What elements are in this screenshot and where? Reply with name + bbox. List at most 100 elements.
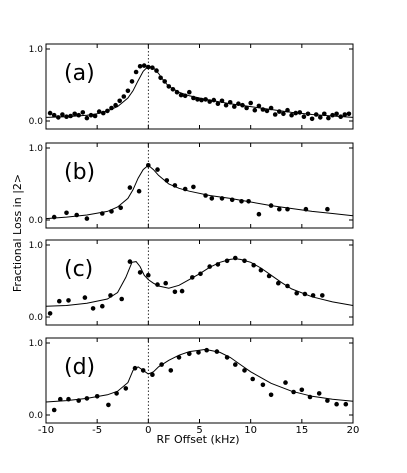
panel-c: 0.0 1.0 (c) — [29, 239, 354, 326]
panel-frame — [45, 239, 354, 326]
data-point — [277, 206, 282, 212]
data-point — [127, 259, 133, 264]
data-point — [258, 267, 264, 273]
data-point — [92, 113, 98, 119]
data-point — [219, 98, 225, 104]
data-point — [58, 396, 63, 402]
y-tick-label: 0.0 — [29, 411, 44, 421]
data-point — [232, 104, 237, 109]
data-point — [141, 63, 147, 68]
data-point — [108, 293, 113, 298]
y-tick-label: 0.0 — [29, 313, 44, 323]
data-point — [140, 368, 146, 373]
y-tick-label: 0.0 — [29, 216, 44, 226]
data-point — [233, 255, 238, 261]
data-point — [154, 68, 159, 73]
y-tick-label: 1.0 — [29, 339, 44, 349]
data-point — [346, 111, 352, 117]
data-point — [293, 110, 299, 116]
data-point — [277, 109, 282, 114]
data-point — [240, 102, 245, 108]
data-point — [121, 94, 127, 99]
data-point — [118, 205, 123, 211]
data-point — [51, 112, 57, 118]
y-tick-label: 1.0 — [29, 144, 44, 154]
data-point — [109, 209, 114, 214]
data-point — [84, 216, 90, 221]
data-point — [330, 112, 335, 118]
data-point — [325, 206, 330, 212]
x-tick-label: 10 — [244, 425, 257, 436]
data-point — [66, 298, 71, 303]
data-point — [60, 112, 65, 117]
data-point — [94, 394, 100, 399]
data-point — [109, 105, 114, 111]
data-point — [285, 107, 290, 113]
data-point — [80, 110, 86, 115]
data-point — [299, 387, 305, 393]
data-point — [136, 188, 142, 194]
data-point — [343, 401, 349, 407]
data-point — [101, 110, 106, 116]
panels-layer: 0.0 1.0 (a) 0.0 1.0 (b) 0.0 1.0 (c) 0.0 1.0 (d) — [29, 43, 354, 424]
data-point — [268, 105, 274, 111]
data-point — [51, 214, 57, 220]
data-point — [114, 391, 119, 396]
data-point — [334, 401, 339, 407]
data-point — [207, 264, 212, 269]
data-point — [310, 293, 316, 298]
data-point — [146, 163, 151, 168]
panel-label: (c) — [64, 257, 93, 282]
data-point — [239, 199, 244, 204]
data-point — [57, 298, 62, 304]
data-point — [82, 295, 88, 300]
panel-d: 0.0 1.0 (d) — [29, 337, 354, 424]
data-point — [146, 64, 151, 70]
data-point — [256, 211, 262, 217]
data-point — [179, 288, 185, 294]
data-point — [191, 184, 196, 190]
panel-label: (a) — [64, 61, 95, 86]
data-point — [342, 112, 348, 117]
data-point — [227, 100, 233, 105]
x-tick-label: -10 — [38, 425, 54, 436]
data-point — [72, 111, 77, 117]
data-point — [224, 258, 230, 264]
x-tick-label: 0 — [145, 425, 151, 436]
data-point — [236, 101, 241, 106]
data-point — [159, 362, 164, 367]
data-point — [316, 391, 322, 396]
data-point — [96, 109, 102, 114]
data-point — [127, 185, 133, 190]
data-point — [322, 111, 327, 117]
data-point — [47, 110, 53, 116]
panel-frame — [45, 142, 354, 229]
data-point — [320, 293, 325, 298]
data-point — [338, 114, 344, 119]
data-point — [285, 206, 290, 212]
data-point — [84, 396, 90, 401]
data-point — [223, 102, 229, 108]
data-point — [137, 270, 143, 275]
data-point — [64, 210, 69, 216]
data-point — [195, 97, 200, 102]
data-point — [215, 262, 221, 267]
data-point — [283, 380, 288, 385]
data-point — [88, 112, 94, 118]
data-point — [164, 178, 170, 183]
data-point — [244, 105, 249, 111]
x-tick-label: 5 — [196, 425, 202, 436]
data-point — [166, 84, 172, 89]
x-tick-label: 15 — [295, 425, 308, 436]
panel-label: (d) — [64, 355, 95, 380]
data-point — [66, 396, 71, 402]
data-point — [106, 402, 111, 408]
x-axis-title: RF Offset (kHz) — [156, 433, 239, 446]
data-point — [187, 351, 192, 357]
data-point — [242, 258, 247, 264]
data-point — [100, 303, 105, 309]
data-point — [291, 389, 296, 395]
data-point — [250, 376, 255, 382]
data-point — [309, 116, 315, 122]
